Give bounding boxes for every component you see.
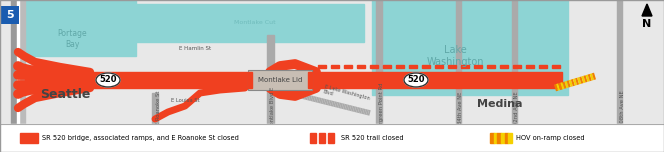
Bar xyxy=(512,0,517,124)
Bar xyxy=(372,0,568,95)
Bar xyxy=(0,124,664,152)
Bar xyxy=(20,133,38,143)
Bar xyxy=(17,0,19,124)
Bar xyxy=(248,72,252,88)
Text: 5: 5 xyxy=(6,10,14,20)
Bar xyxy=(152,93,158,124)
Bar xyxy=(509,133,512,143)
Bar xyxy=(357,64,365,68)
Bar xyxy=(318,64,326,68)
Text: 92nd Ave NE: 92nd Ave NE xyxy=(515,91,519,125)
Text: 84th Ave NE: 84th Ave NE xyxy=(459,92,463,124)
Text: E Louisa St: E Louisa St xyxy=(171,97,199,102)
Text: SR 520 trail closed: SR 520 trail closed xyxy=(341,135,404,141)
Bar xyxy=(474,64,482,68)
Bar xyxy=(617,0,622,124)
Bar xyxy=(539,64,547,68)
Text: Seattle: Seattle xyxy=(40,88,90,100)
Text: SR 520 bridge, associated ramps, and E Roanoke St closed: SR 520 bridge, associated ramps, and E R… xyxy=(42,135,239,141)
Bar xyxy=(331,64,339,68)
Bar xyxy=(513,64,521,68)
Bar xyxy=(310,133,316,143)
Bar xyxy=(505,133,509,143)
Bar xyxy=(370,64,378,68)
Text: 520: 520 xyxy=(99,76,117,85)
Bar xyxy=(448,64,456,68)
Text: E Lake Washington
Blvd: E Lake Washington Blvd xyxy=(322,84,370,106)
Bar xyxy=(493,133,497,143)
Bar xyxy=(319,133,325,143)
Bar xyxy=(490,133,493,143)
Bar xyxy=(497,133,501,143)
Bar xyxy=(487,64,495,68)
Bar xyxy=(383,64,391,68)
Bar xyxy=(376,0,382,124)
Bar xyxy=(18,0,136,56)
Text: Medina: Medina xyxy=(477,99,523,109)
Text: Portage
Bay: Portage Bay xyxy=(57,29,87,49)
Bar xyxy=(344,64,352,68)
Bar xyxy=(0,0,664,124)
Bar xyxy=(500,64,508,68)
Bar xyxy=(136,4,364,42)
Text: N: N xyxy=(642,19,651,29)
Bar xyxy=(435,64,443,68)
Polygon shape xyxy=(642,4,652,16)
Bar xyxy=(501,133,505,143)
Bar xyxy=(18,0,25,124)
Bar xyxy=(11,0,18,124)
Text: E Roanoke St: E Roanoke St xyxy=(155,91,161,125)
Text: 520: 520 xyxy=(407,76,425,85)
Bar xyxy=(422,64,430,68)
Ellipse shape xyxy=(404,73,428,87)
Bar xyxy=(308,72,312,88)
Bar xyxy=(552,64,560,68)
Bar xyxy=(456,0,461,124)
Bar xyxy=(267,88,274,124)
Text: Montlake Blvd E: Montlake Blvd E xyxy=(270,87,276,129)
Text: Evergreen Point Rd: Evergreen Point Rd xyxy=(380,83,384,133)
Text: Montlake Lid: Montlake Lid xyxy=(258,77,302,83)
Bar xyxy=(461,64,469,68)
Text: 108th Ave NE: 108th Ave NE xyxy=(620,90,625,126)
Text: E Hamlin St: E Hamlin St xyxy=(179,45,211,50)
Text: Lake
Washington: Lake Washington xyxy=(426,45,484,67)
Ellipse shape xyxy=(96,73,120,87)
Bar xyxy=(248,70,312,90)
Text: HOV on-ramp closed: HOV on-ramp closed xyxy=(516,135,584,141)
Text: Montlake Cut: Montlake Cut xyxy=(234,19,276,24)
Bar xyxy=(328,133,334,143)
Bar xyxy=(267,35,274,72)
Bar xyxy=(526,64,534,68)
Bar xyxy=(248,70,312,90)
Bar xyxy=(409,64,417,68)
Bar xyxy=(396,64,404,68)
Bar xyxy=(25,72,562,88)
Bar xyxy=(1,6,19,24)
